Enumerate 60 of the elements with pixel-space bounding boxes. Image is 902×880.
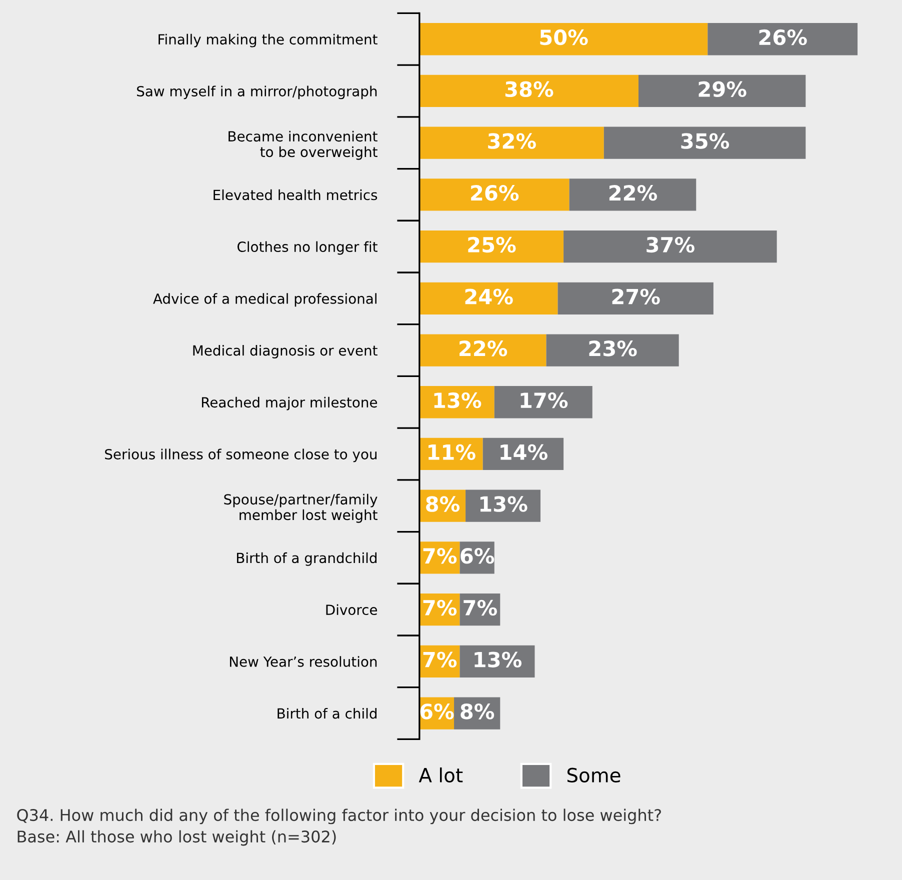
y-tick-label: Medical diagnosis or event	[193, 344, 378, 358]
data-label: 27%	[612, 288, 660, 304]
bar	[419, 178, 570, 211]
bar	[558, 282, 714, 314]
data-label: 6%	[460, 548, 494, 564]
y-tick-label: Birth of a child	[278, 708, 377, 719]
y-tick-label: Serious illness of someone close to you	[105, 448, 377, 462]
bar	[419, 334, 546, 366]
y-tick-label: Spouse/partner/family member lost weight	[224, 494, 378, 523]
data-label: 6%	[420, 704, 454, 720]
data-label: 29%	[698, 81, 746, 98]
data-label: 8%	[426, 496, 460, 512]
y-tick-label: Birth of a grandchild	[237, 552, 376, 566]
data-label: 7%	[423, 548, 457, 564]
bar	[419, 23, 708, 56]
y-tick-label: Elevated health metrics	[214, 189, 378, 200]
bar	[564, 230, 777, 263]
data-label: 7%	[464, 600, 497, 616]
y-tick-label: Clothes no longer fit	[237, 241, 378, 255]
text: Q34. How much did any of the following factor into your decision to lose weight? Base: All those who lost weight (n=302)	[17, 808, 661, 846]
bar	[546, 334, 679, 366]
data-label: 35%	[681, 133, 730, 149]
bar	[419, 230, 564, 263]
data-label: 26%	[759, 29, 807, 46]
data-label: 25%	[468, 236, 516, 253]
data-label: 23%	[589, 340, 637, 356]
y-tick-label: Divorce	[326, 604, 378, 616]
bar	[419, 74, 638, 108]
data-label: 26%	[471, 184, 519, 201]
data-label: 8%	[460, 704, 494, 720]
legend-label: A lot	[418, 767, 463, 783]
legend-label: Some	[567, 768, 620, 783]
bar	[569, 178, 696, 211]
data-label: 22%	[609, 184, 657, 201]
bar	[708, 23, 858, 56]
data-label: 14%	[500, 444, 548, 460]
data-label: 11%	[428, 444, 476, 460]
data-label: 13%	[434, 392, 482, 408]
bar	[419, 126, 604, 159]
data-label: 32%	[488, 133, 536, 149]
data-label: 17%	[520, 392, 568, 408]
data-label: 50%	[540, 29, 588, 46]
y-tick-label: Became inconvenient to be overweight	[228, 130, 378, 160]
y-tick-label: New Year’s resolution	[230, 656, 377, 667]
y-tick-label: Finally making the commitment	[158, 34, 378, 48]
y-tick-label: Advice of a medical professional	[153, 293, 376, 307]
data-label: 7%	[423, 600, 457, 616]
data-label: 7%	[423, 652, 457, 668]
bar	[638, 74, 806, 108]
bar	[494, 386, 592, 418]
data-label: 22%	[460, 340, 508, 356]
bar	[604, 126, 806, 159]
data-label: 13%	[474, 652, 522, 668]
y-tick-label: Reached major milestone	[202, 396, 378, 410]
bar	[419, 282, 558, 314]
data-label: 13%	[480, 496, 528, 512]
data-label: 24%	[465, 288, 513, 304]
data-label: 38%	[505, 81, 554, 98]
data-label: 37%	[646, 236, 694, 253]
y-tick-label: Saw myself in a mirror/photograph	[137, 86, 377, 100]
